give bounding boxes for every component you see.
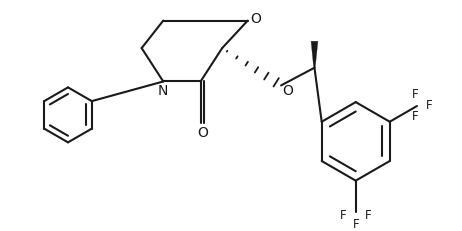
Text: F: F: [426, 98, 432, 111]
Polygon shape: [311, 42, 318, 68]
Text: N: N: [158, 84, 169, 98]
Text: F: F: [340, 208, 346, 221]
Text: F: F: [353, 217, 359, 230]
Text: F: F: [365, 208, 372, 221]
Text: O: O: [283, 84, 293, 98]
Text: F: F: [412, 110, 418, 123]
Text: O: O: [250, 12, 261, 26]
Text: F: F: [412, 87, 418, 100]
Text: O: O: [197, 125, 208, 139]
